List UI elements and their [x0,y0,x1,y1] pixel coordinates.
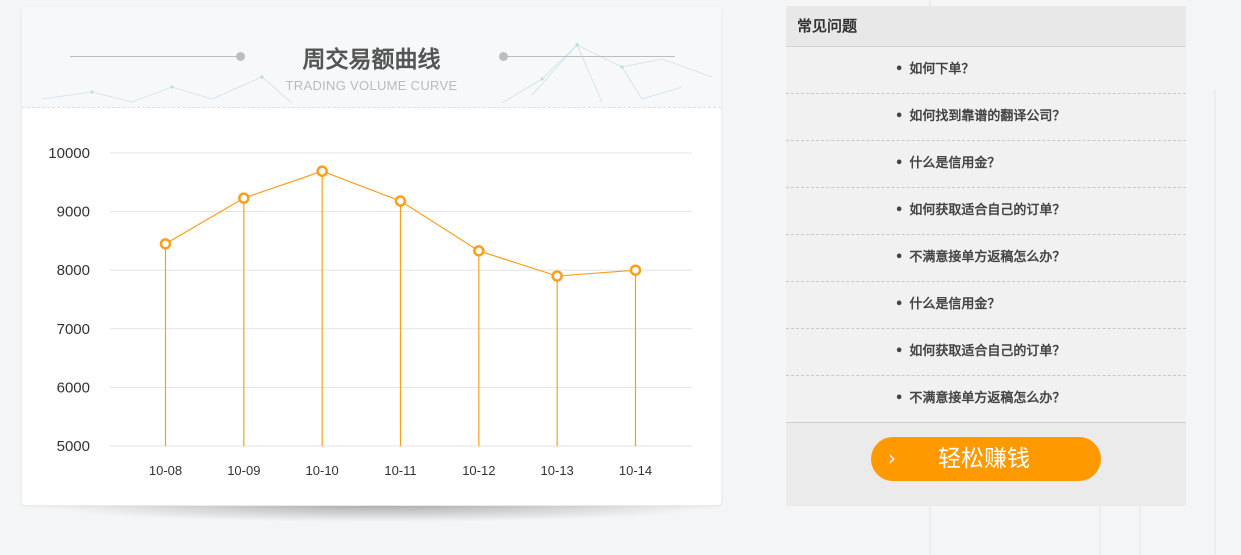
x-tick-label: 10-10 [306,463,339,478]
faq-item-label: 不满意接单方返稿怎么办？ [909,250,1066,265]
faq-item-label: 什么是信用金？ [909,297,1001,312]
bullet: • [895,156,904,171]
y-tick-label: 8000 [57,262,90,279]
faq-item[interactable]: • 如何下单？ [786,47,1186,94]
faq-panel: 常见问题 • 如何下单？ • 如何找到靠谱的翻译公司？ • 什么是信用金？ • 如何获取… [786,6,1186,506]
bullet: • [895,62,904,77]
x-tick-label: 10-12 [462,463,495,478]
y-tick-label: 6000 [57,379,90,396]
x-tick-label: 10-08 [149,463,182,478]
data-point [551,270,563,282]
earn-money-button[interactable]: › 轻松赚钱 [871,437,1101,481]
faq-item[interactable]: • 不满意接单方返稿怎么办？ [786,376,1186,423]
bullet: • [895,297,904,312]
y-tick-label: 10000 [48,145,90,162]
x-tick-label: 10-11 [384,463,416,478]
chart-title: 周交易额曲线 [302,47,441,73]
data-point [629,264,642,276]
faq-footer: › 轻松赚钱 [786,422,1186,506]
faq-item[interactable]: • 什么是信用金？ [786,141,1186,188]
faq-item[interactable]: • 如何找到靠谱的翻译公司？ [786,94,1186,141]
x-tick-label: 10-14 [619,463,652,478]
bullet: • [895,344,904,359]
chart-header: 周交易额曲线 TRADING VOLUME CURVE [22,7,721,108]
faq-item-label: 如何获取适合自己的订单？ [909,344,1066,359]
x-tick-label: 10-09 [227,463,260,478]
chevron-right-icon: › [888,446,896,470]
faq-item-label: 不满意接单方返稿怎么办？ [909,391,1066,406]
title-divider-right-dot [499,52,508,61]
data-point [238,192,250,204]
y-tick-label: 9000 [57,204,90,221]
bullet: • [895,109,904,124]
faq-item-label: 什么是信用金？ [909,156,1001,171]
bullet: • [895,203,904,218]
earn-money-label: 轻松赚钱 [938,446,1030,472]
x-tick-label: 10-13 [541,463,574,478]
faq-item[interactable]: • 如何获取适合自己的订单？ [786,188,1186,235]
data-point [394,195,407,207]
faq-item-label: 如何下单？ [909,62,975,77]
faq-item[interactable]: • 不满意接单方返稿怎么办？ [786,235,1186,282]
data-point [473,245,485,257]
data-point [316,165,328,177]
y-tick-label: 7000 [57,321,90,338]
bullet: • [895,391,904,406]
faq-list: • 如何下单？ • 如何找到靠谱的翻译公司？ • 什么是信用金？ • 如何获取适合自己的… [786,47,1186,423]
y-tick-label: 5000 [57,438,90,455]
title-divider-left-dot [236,52,245,61]
faq-item-label: 如何获取适合自己的订单？ [909,203,1066,218]
chart-card-shadow [40,506,720,522]
faq-item[interactable]: • 如何获取适合自己的订单？ [786,329,1186,376]
title-divider-left [70,56,242,57]
data-point [159,238,172,250]
faq-title: 常见问题 [786,6,1186,47]
faq-item-label: 如何找到靠谱的翻译公司？ [909,109,1066,124]
chart-subtitle: TRADING VOLUME CURVE [285,78,458,93]
faq-item[interactable]: • 什么是信用金？ [786,282,1186,329]
trading-volume-chart-card: 周交易额曲线 TRADING VOLUME CURVE 5000 6000 7000… [22,7,721,505]
line-chart: 5000 6000 7000 8000 9000 10000 10-08 10-09 10-10… [48,145,692,478]
bullet: • [895,250,904,265]
title-divider-right [503,56,675,57]
